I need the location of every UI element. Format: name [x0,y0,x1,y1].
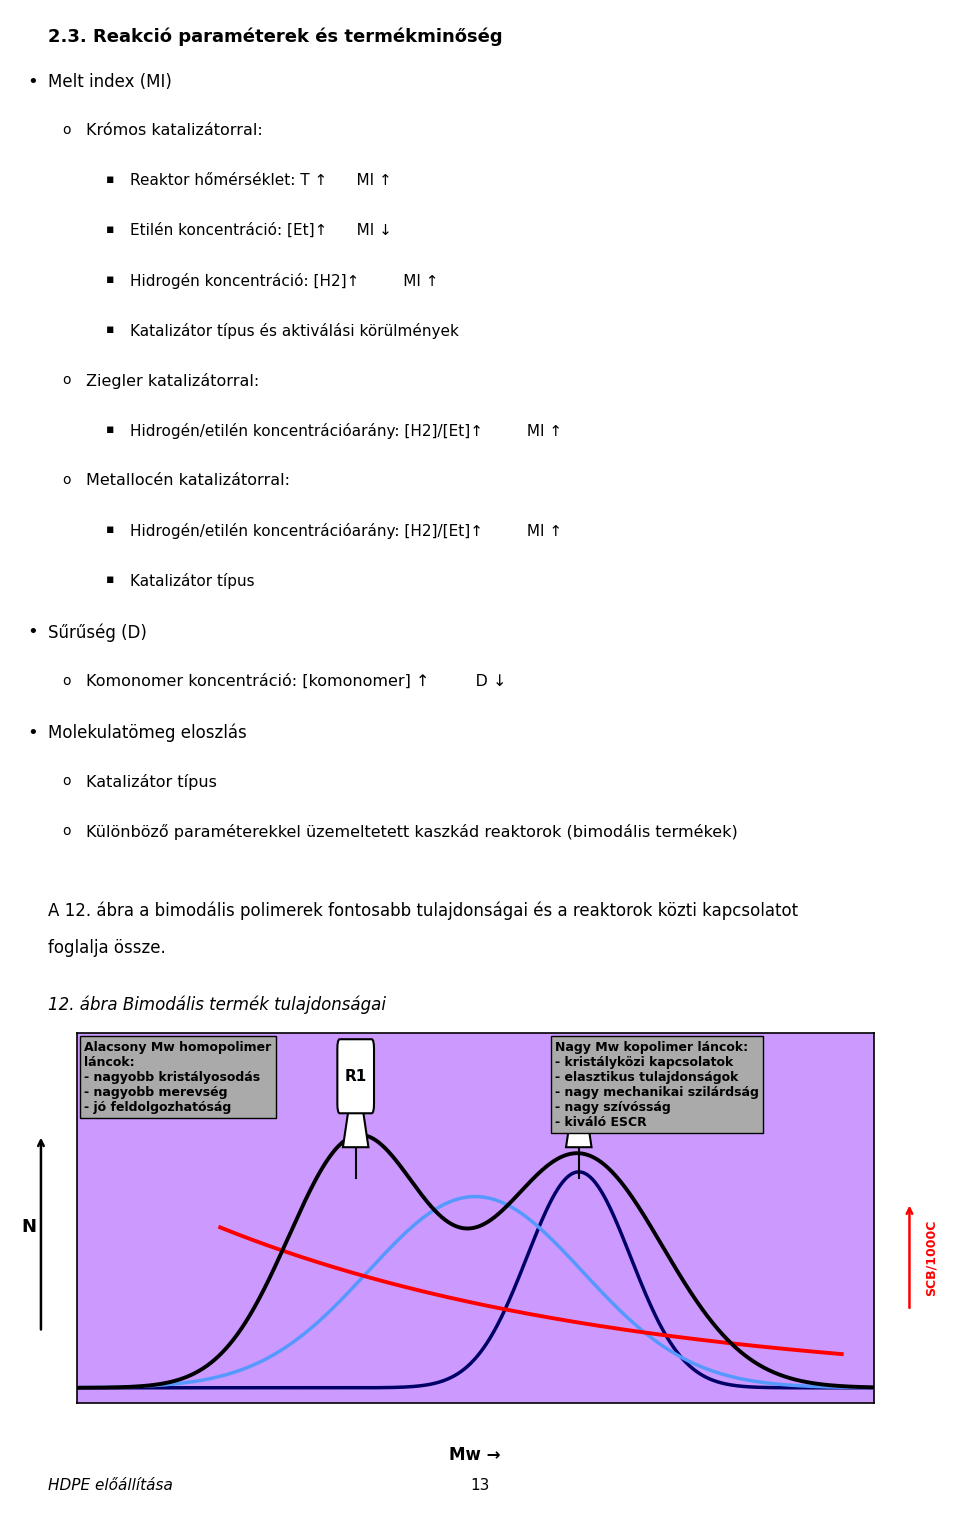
Text: o: o [62,824,71,837]
Text: 12. ábra Bimodális termék tulajdonságai: 12. ábra Bimodális termék tulajdonságai [48,995,386,1013]
Text: Mw →: Mw → [449,1446,501,1464]
Text: ▪: ▪ [106,223,114,237]
FancyBboxPatch shape [337,1039,374,1113]
Text: Etilén koncentráció: [Et]↑      MI ↓: Etilén koncentráció: [Et]↑ MI ↓ [130,223,392,238]
Text: Metallocén katalizátorral:: Metallocén katalizátorral: [86,473,290,488]
Text: Nagy Mw kopolimer láncok:
- kristályközi kapcsolatok
- elasztikus tulajdonságok
: Nagy Mw kopolimer láncok: - kristályközi… [555,1041,758,1129]
Text: Katalizátor típus: Katalizátor típus [130,573,254,590]
Text: R1: R1 [345,1069,367,1083]
Text: ▪: ▪ [106,573,114,587]
Text: ▪: ▪ [106,173,114,187]
Text: o: o [62,373,71,387]
Text: Hidrogén koncentráció: [H2]↑         MI ↑: Hidrogén koncentráció: [H2]↑ MI ↑ [130,273,438,290]
Text: Hidrogén/etilén koncentrációarány: [H2]/[Et]↑         MI ↑: Hidrogén/etilén koncentrációarány: [H2]/… [130,523,562,540]
Text: Molekulatömeg eloszlás: Molekulatömeg eloszlás [48,724,247,742]
Text: A 12. ábra a bimodális polimerek fontosabb tulajdonságai és a reaktorok közti ka: A 12. ábra a bimodális polimerek fontosa… [48,901,798,919]
Text: 2.3. Reakció paraméterek és termékminőség: 2.3. Reakció paraméterek és termékminősé… [48,27,503,46]
Text: Különböző paraméterekkel üzemeltetett kaszkád reaktorok (bimodális termékek): Különböző paraméterekkel üzemeltetett ka… [86,824,738,840]
Text: o: o [62,674,71,687]
Text: ▪: ▪ [106,523,114,537]
Text: Katalizátor típus: Katalizátor típus [86,774,217,790]
Text: N: N [21,1218,36,1236]
Text: o: o [62,473,71,487]
Text: •: • [27,73,37,91]
Text: Katalizátor típus és aktiválási körülmények: Katalizátor típus és aktiválási körülmén… [130,323,459,340]
Text: Sűrűség (D): Sűrűség (D) [48,623,147,642]
Text: ▪: ▪ [106,423,114,437]
Text: 13: 13 [470,1478,490,1493]
Text: ▪: ▪ [106,323,114,337]
Text: ▪: ▪ [106,273,114,287]
Text: Melt index (MI): Melt index (MI) [48,73,172,91]
Text: Reaktor hőmérséklet: T ↑      MI ↑: Reaktor hőmérséklet: T ↑ MI ↑ [130,173,392,188]
Text: •: • [27,724,37,742]
Text: Hidrogén/etilén koncentrációarány: [H2]/[Et]↑         MI ↑: Hidrogén/etilén koncentrációarány: [H2]/… [130,423,562,440]
Text: HDPE előállítása: HDPE előállítása [48,1478,173,1493]
Text: Alacsony Mw homopolimer
láncok:
- nagyobb kristályosodás
- nagyobb merevség
- jó: Alacsony Mw homopolimer láncok: - nagyob… [84,1041,272,1113]
Text: Krómos katalizátorral:: Krómos katalizátorral: [86,123,263,138]
Polygon shape [343,1104,369,1147]
Text: o: o [62,123,71,137]
Text: foglalja össze.: foglalja össze. [48,939,166,957]
FancyBboxPatch shape [561,1039,597,1113]
Text: Komonomer koncentráció: [komonomer] ↑         D ↓: Komonomer koncentráció: [komonomer] ↑ D … [86,674,507,689]
Text: SCB/1000C: SCB/1000C [924,1220,938,1297]
Text: •: • [27,623,37,642]
Polygon shape [566,1104,591,1147]
Text: o: o [62,774,71,787]
Text: Ziegler katalizátorral:: Ziegler katalizátorral: [86,373,259,390]
Text: R2: R2 [567,1069,590,1083]
